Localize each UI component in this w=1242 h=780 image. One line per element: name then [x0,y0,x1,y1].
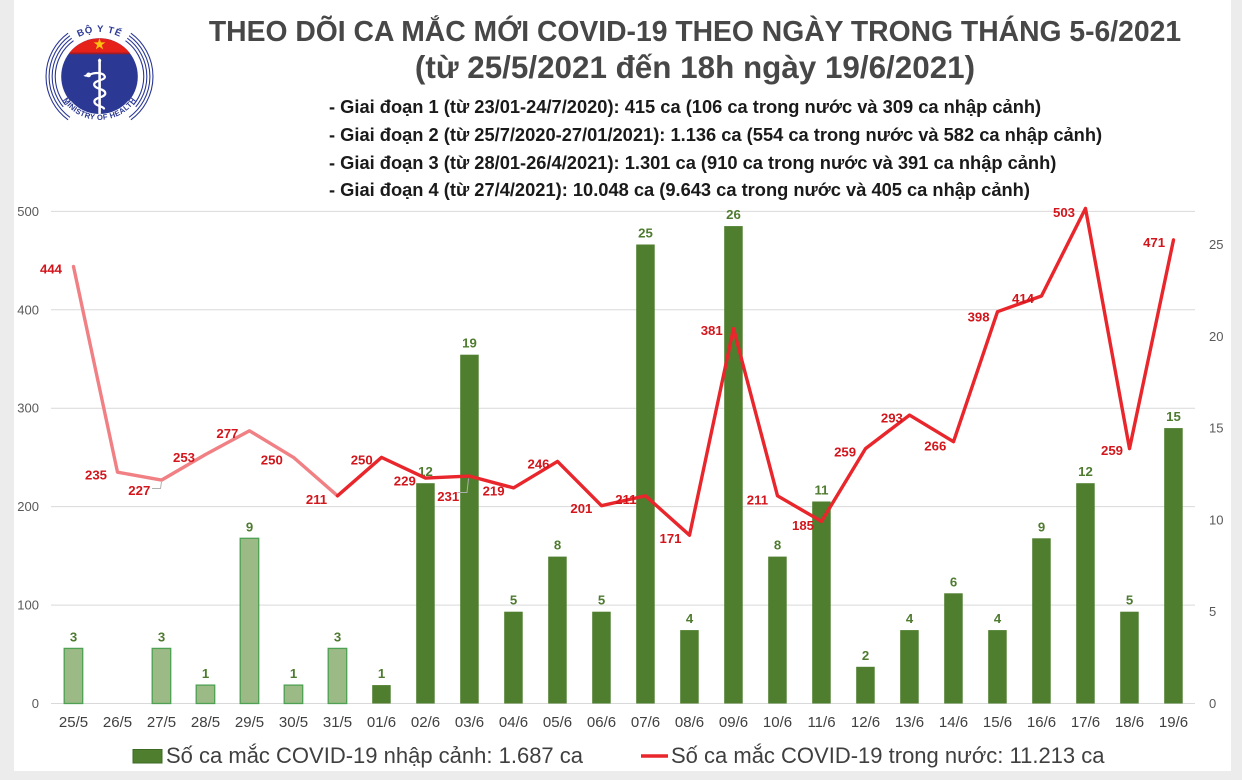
svg-text:25: 25 [638,226,653,241]
svg-text:381: 381 [701,323,723,338]
svg-text:09/6: 09/6 [719,714,748,731]
svg-text:5: 5 [598,593,605,608]
svg-text:231: 231 [437,489,459,504]
svg-text:201: 201 [570,501,592,516]
svg-text:8: 8 [554,538,561,553]
svg-text:9: 9 [1038,519,1045,534]
svg-text:07/6: 07/6 [631,714,660,731]
svg-text:0: 0 [1209,696,1216,711]
svg-text:4: 4 [906,611,914,626]
svg-text:15/6: 15/6 [983,714,1012,731]
svg-text:17/6: 17/6 [1071,714,1100,731]
svg-text:185: 185 [792,518,814,533]
svg-text:26/5: 26/5 [103,714,132,731]
svg-text:11/6: 11/6 [807,714,835,731]
svg-text:1: 1 [290,666,297,681]
svg-text:15: 15 [1166,409,1181,424]
svg-text:3: 3 [158,629,165,644]
svg-text:BỘ Y TẾ: BỘ Y TẾ [75,23,123,39]
svg-text:11: 11 [815,483,829,498]
svg-text:12/6: 12/6 [851,714,880,731]
svg-text:Số ca mắc COVID-19 nhập cảnh:: Số ca mắc COVID-19 nhập cảnh: 1.687 ca [166,743,584,768]
svg-text:250: 250 [261,452,283,467]
svg-text:500: 500 [17,204,39,219]
svg-text:211: 211 [615,492,636,507]
svg-text:27/5: 27/5 [147,714,176,731]
svg-text:3: 3 [334,629,341,644]
svg-text:01/6: 01/6 [367,714,396,731]
svg-text:246: 246 [527,457,549,472]
svg-text:253: 253 [173,450,195,465]
svg-text:444: 444 [40,262,63,277]
svg-text:227: 227 [128,483,150,498]
svg-text:200: 200 [17,499,39,514]
svg-text:3: 3 [70,629,77,644]
svg-text:Số ca mắc COVID-19 trong nước:: Số ca mắc COVID-19 trong nước: 11.213 ca [671,743,1105,768]
svg-text:5: 5 [1126,593,1133,608]
svg-text:16/6: 16/6 [1027,714,1056,731]
svg-text:4: 4 [686,611,694,626]
svg-text:28/5: 28/5 [191,714,220,731]
svg-text:100: 100 [17,598,39,613]
svg-text:1: 1 [378,666,385,681]
svg-text:6: 6 [950,574,957,589]
svg-text:259: 259 [834,444,856,459]
svg-text:31/5: 31/5 [323,714,352,731]
svg-text:2: 2 [862,648,869,663]
svg-text:235: 235 [85,468,107,483]
svg-text:250: 250 [351,452,373,467]
svg-text:30/5: 30/5 [279,714,308,731]
svg-text:10: 10 [1209,512,1223,527]
svg-text:266: 266 [924,439,946,454]
svg-text:398: 398 [968,310,990,325]
svg-text:04/6: 04/6 [499,714,528,731]
svg-text:4: 4 [994,611,1002,626]
svg-text:471: 471 [1143,235,1165,250]
svg-text:8: 8 [774,538,781,553]
svg-text:19: 19 [462,336,477,351]
svg-text:13/6: 13/6 [895,714,924,731]
svg-text:414: 414 [1012,291,1035,306]
svg-text:171: 171 [659,531,681,546]
svg-text:5: 5 [1209,604,1216,619]
svg-text:10/6: 10/6 [763,714,792,731]
svg-text:03/6: 03/6 [455,714,484,731]
svg-text:211: 211 [306,492,327,507]
svg-text:08/6: 08/6 [675,714,704,731]
svg-text:5: 5 [510,593,517,608]
svg-text:219: 219 [483,484,505,499]
svg-text:9: 9 [246,519,253,534]
svg-text:25/5: 25/5 [59,714,88,731]
svg-text:300: 300 [17,401,39,416]
svg-text:503: 503 [1053,205,1075,220]
svg-text:277: 277 [216,426,238,441]
svg-text:259: 259 [1101,443,1123,458]
svg-text:1: 1 [202,666,209,681]
svg-text:229: 229 [394,473,416,488]
svg-text:26: 26 [726,207,741,222]
svg-text:19/6: 19/6 [1159,714,1188,731]
svg-text:293: 293 [881,410,903,425]
svg-text:15: 15 [1209,421,1223,436]
svg-text:20: 20 [1209,329,1223,344]
svg-text:29/5: 29/5 [235,714,264,731]
svg-text:0: 0 [32,696,39,711]
svg-text:14/6: 14/6 [939,714,968,731]
svg-text:12: 12 [1078,464,1093,479]
svg-text:02/6: 02/6 [411,714,440,731]
svg-text:05/6: 05/6 [543,714,572,731]
svg-text:25: 25 [1209,237,1223,252]
svg-text:06/6: 06/6 [587,714,616,731]
svg-text:211: 211 [747,492,768,507]
svg-text:400: 400 [17,302,39,317]
svg-text:18/6: 18/6 [1115,714,1144,731]
